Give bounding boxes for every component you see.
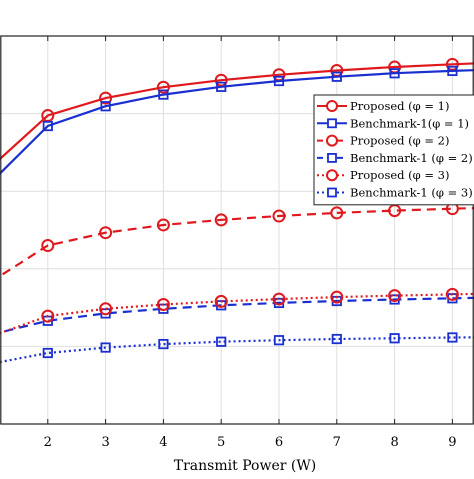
legend-item: Benchmark-1(φ = 1) <box>317 116 469 130</box>
data-point <box>272 292 286 306</box>
legend-box <box>313 94 474 206</box>
legend-label: Benchmark-1 (φ = 2) <box>350 151 473 165</box>
x-tick-label: 9 <box>448 435 456 450</box>
legend-marker <box>327 187 337 198</box>
data-point <box>42 120 53 132</box>
legend-label: Benchmark-1(φ = 1) <box>350 116 469 130</box>
x-tick-label: 7 <box>333 435 341 450</box>
data-point <box>273 75 285 87</box>
x-tick-label: 4 <box>159 435 167 450</box>
data-point <box>158 89 169 100</box>
series-2 <box>0 65 474 176</box>
data-point <box>445 287 459 301</box>
data-point <box>158 338 169 350</box>
data-point <box>100 342 111 353</box>
legend-item: Proposed (φ = 1) <box>317 99 449 113</box>
legend-marker <box>326 100 338 112</box>
legend-marker <box>327 118 337 129</box>
grid <box>0 36 474 424</box>
data-point <box>156 80 170 94</box>
data-point <box>156 297 170 311</box>
data-point <box>41 309 55 323</box>
series-line <box>0 336 474 364</box>
x-tick-label: 8 <box>390 435 398 450</box>
legend-item: Proposed (φ = 2) <box>317 134 449 148</box>
data-point <box>389 68 400 79</box>
data-point <box>330 206 344 220</box>
data-point <box>99 91 113 105</box>
series-1 <box>0 57 474 161</box>
series-3 <box>0 202 474 278</box>
tick-labels: 2 3 4 5 6 7 8 9 <box>44 435 457 450</box>
x-tick-label: 6 <box>275 435 283 450</box>
data-point <box>42 347 53 359</box>
x-tick-label: 3 <box>101 435 109 450</box>
data-point <box>216 336 227 347</box>
legend-label: Benchmark-1 (φ = 3) <box>350 186 473 200</box>
data-point <box>273 335 285 346</box>
data-point <box>99 302 113 316</box>
series-line <box>0 69 474 176</box>
plot-border <box>0 35 474 425</box>
legend-marker <box>326 134 338 147</box>
data-point <box>331 333 342 345</box>
series-line <box>0 296 474 334</box>
data-point <box>388 289 402 303</box>
series-line <box>0 207 474 278</box>
data-point <box>272 209 286 223</box>
legend-label: Proposed (φ = 3) <box>350 168 449 182</box>
data-point <box>216 81 227 92</box>
x-axis-label: Transmit Power (W) <box>174 458 316 474</box>
legend-marker <box>327 152 337 163</box>
x-tick-label: 5 <box>217 435 225 450</box>
legend-label: Proposed (φ = 2) <box>350 134 449 148</box>
data-point <box>214 213 228 227</box>
legend: Proposed (φ = 1) Benchmark-1(φ = 1) Propos… <box>313 94 474 206</box>
data-point <box>99 226 113 240</box>
series-5 <box>0 287 474 335</box>
legend-label: Proposed (φ = 1) <box>350 99 449 113</box>
data-point <box>214 294 228 308</box>
legend-marker <box>326 169 338 182</box>
data-point <box>100 101 111 112</box>
legend-item: Proposed (φ = 3) <box>317 168 449 182</box>
plot-frame <box>0 35 474 425</box>
data-point <box>331 71 342 82</box>
x-tick-label: 2 <box>44 435 52 450</box>
legend-item: Benchmark-1 (φ = 2) <box>317 151 473 165</box>
data-point <box>41 239 55 253</box>
data-point <box>447 65 458 77</box>
series-6 <box>0 332 474 364</box>
data-point <box>330 290 344 304</box>
data-point <box>156 218 170 232</box>
series-group <box>0 57 474 364</box>
series-line <box>0 292 474 335</box>
data-point <box>447 332 458 343</box>
legend-item: Benchmark-1 (φ = 3) <box>317 186 473 200</box>
data-point <box>389 333 400 344</box>
series-line <box>0 62 474 161</box>
